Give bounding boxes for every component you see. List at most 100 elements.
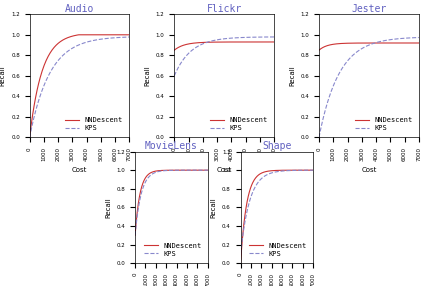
KPS [266, 35, 272, 39]
Line: KPS: KPS [30, 37, 129, 137]
Line: KPS: KPS [319, 37, 419, 137]
NNDescent [178, 45, 183, 48]
NNDescent [263, 40, 268, 44]
Title: Jester: Jester [351, 3, 387, 13]
NNDescent [316, 48, 321, 52]
KPS [172, 74, 177, 78]
NNDescent [146, 172, 151, 176]
Y-axis label: Recall: Recall [105, 197, 111, 218]
KPS [238, 252, 243, 256]
Legend: NNDescent, KPS: NNDescent, KPS [247, 240, 310, 260]
NNDescent [122, 33, 127, 37]
KPS [311, 168, 316, 172]
NNDescent [241, 226, 246, 229]
NNDescent [135, 204, 140, 207]
KPS [176, 66, 181, 69]
KPS [178, 62, 183, 66]
NNDescent [119, 33, 124, 37]
KPS [411, 36, 416, 39]
NNDescent [176, 46, 181, 49]
Y-axis label: Recall: Recall [289, 65, 295, 86]
Legend: NNDescent, KPS: NNDescent, KPS [141, 240, 204, 260]
KPS [322, 110, 327, 113]
NNDescent [199, 168, 204, 172]
KPS [152, 171, 157, 174]
NNDescent [257, 172, 262, 176]
Y-axis label: Recall: Recall [0, 65, 5, 86]
X-axis label: Cost: Cost [217, 166, 232, 172]
NNDescent [27, 136, 32, 139]
NNDescent [408, 41, 413, 45]
Legend: NNDescent, KPS: NNDescent, KPS [352, 114, 415, 134]
NNDescent [198, 41, 203, 44]
Line: KPS: KPS [135, 170, 208, 235]
KPS [241, 229, 246, 233]
Line: NNDescent: NNDescent [241, 170, 313, 263]
NNDescent [322, 45, 327, 48]
Title: Flickr: Flickr [206, 3, 242, 13]
Line: NNDescent: NNDescent [174, 42, 274, 50]
KPS [257, 178, 262, 182]
KPS [31, 117, 36, 121]
KPS [122, 35, 127, 39]
KPS [137, 200, 142, 203]
NNDescent [242, 214, 247, 217]
NNDescent [54, 43, 59, 47]
KPS [127, 35, 132, 39]
NNDescent [46, 55, 51, 58]
KPS [132, 233, 137, 237]
X-axis label: Cost: Cost [72, 166, 87, 172]
NNDescent [321, 46, 326, 49]
KPS [252, 187, 257, 191]
NNDescent [416, 41, 421, 45]
NNDescent [137, 195, 142, 198]
KPS [416, 36, 421, 39]
KPS [305, 168, 310, 172]
NNDescent [202, 168, 207, 172]
Title: Shape: Shape [262, 141, 291, 151]
Title: MovieLens: MovieLens [145, 141, 198, 151]
KPS [135, 208, 140, 212]
KPS [343, 62, 348, 65]
NNDescent [411, 41, 416, 45]
NNDescent [307, 168, 312, 172]
Line: KPS: KPS [241, 170, 313, 254]
KPS [321, 117, 326, 121]
KPS [146, 175, 151, 179]
NNDescent [205, 168, 210, 172]
X-axis label: Cost: Cost [361, 166, 376, 172]
KPS [408, 36, 413, 39]
KPS [307, 168, 312, 172]
NNDescent [252, 178, 257, 182]
KPS [118, 36, 124, 39]
Line: NNDescent: NNDescent [135, 170, 208, 235]
KPS [198, 43, 203, 46]
Y-axis label: Recall: Recall [211, 197, 217, 218]
KPS [316, 136, 321, 139]
NNDescent [76, 33, 81, 37]
NNDescent [132, 233, 137, 237]
Line: KPS: KPS [174, 37, 274, 76]
Line: NNDescent: NNDescent [319, 43, 419, 50]
KPS [33, 109, 38, 113]
NNDescent [33, 96, 38, 99]
NNDescent [127, 33, 132, 37]
Y-axis label: Recall: Recall [144, 65, 150, 86]
Legend: NNDescent, KPS: NNDescent, KPS [63, 114, 126, 134]
NNDescent [272, 40, 277, 44]
NNDescent [172, 48, 177, 52]
Title: Audio: Audio [65, 3, 94, 13]
NNDescent [311, 168, 316, 172]
KPS [202, 168, 207, 172]
KPS [190, 48, 195, 51]
KPS [46, 74, 51, 78]
Line: NNDescent: NNDescent [30, 35, 129, 137]
KPS [335, 75, 340, 78]
KPS [199, 168, 204, 172]
KPS [27, 136, 32, 139]
KPS [54, 61, 59, 65]
NNDescent [238, 261, 243, 265]
KPS [272, 35, 277, 39]
KPS [263, 35, 268, 39]
NNDescent [190, 41, 195, 45]
